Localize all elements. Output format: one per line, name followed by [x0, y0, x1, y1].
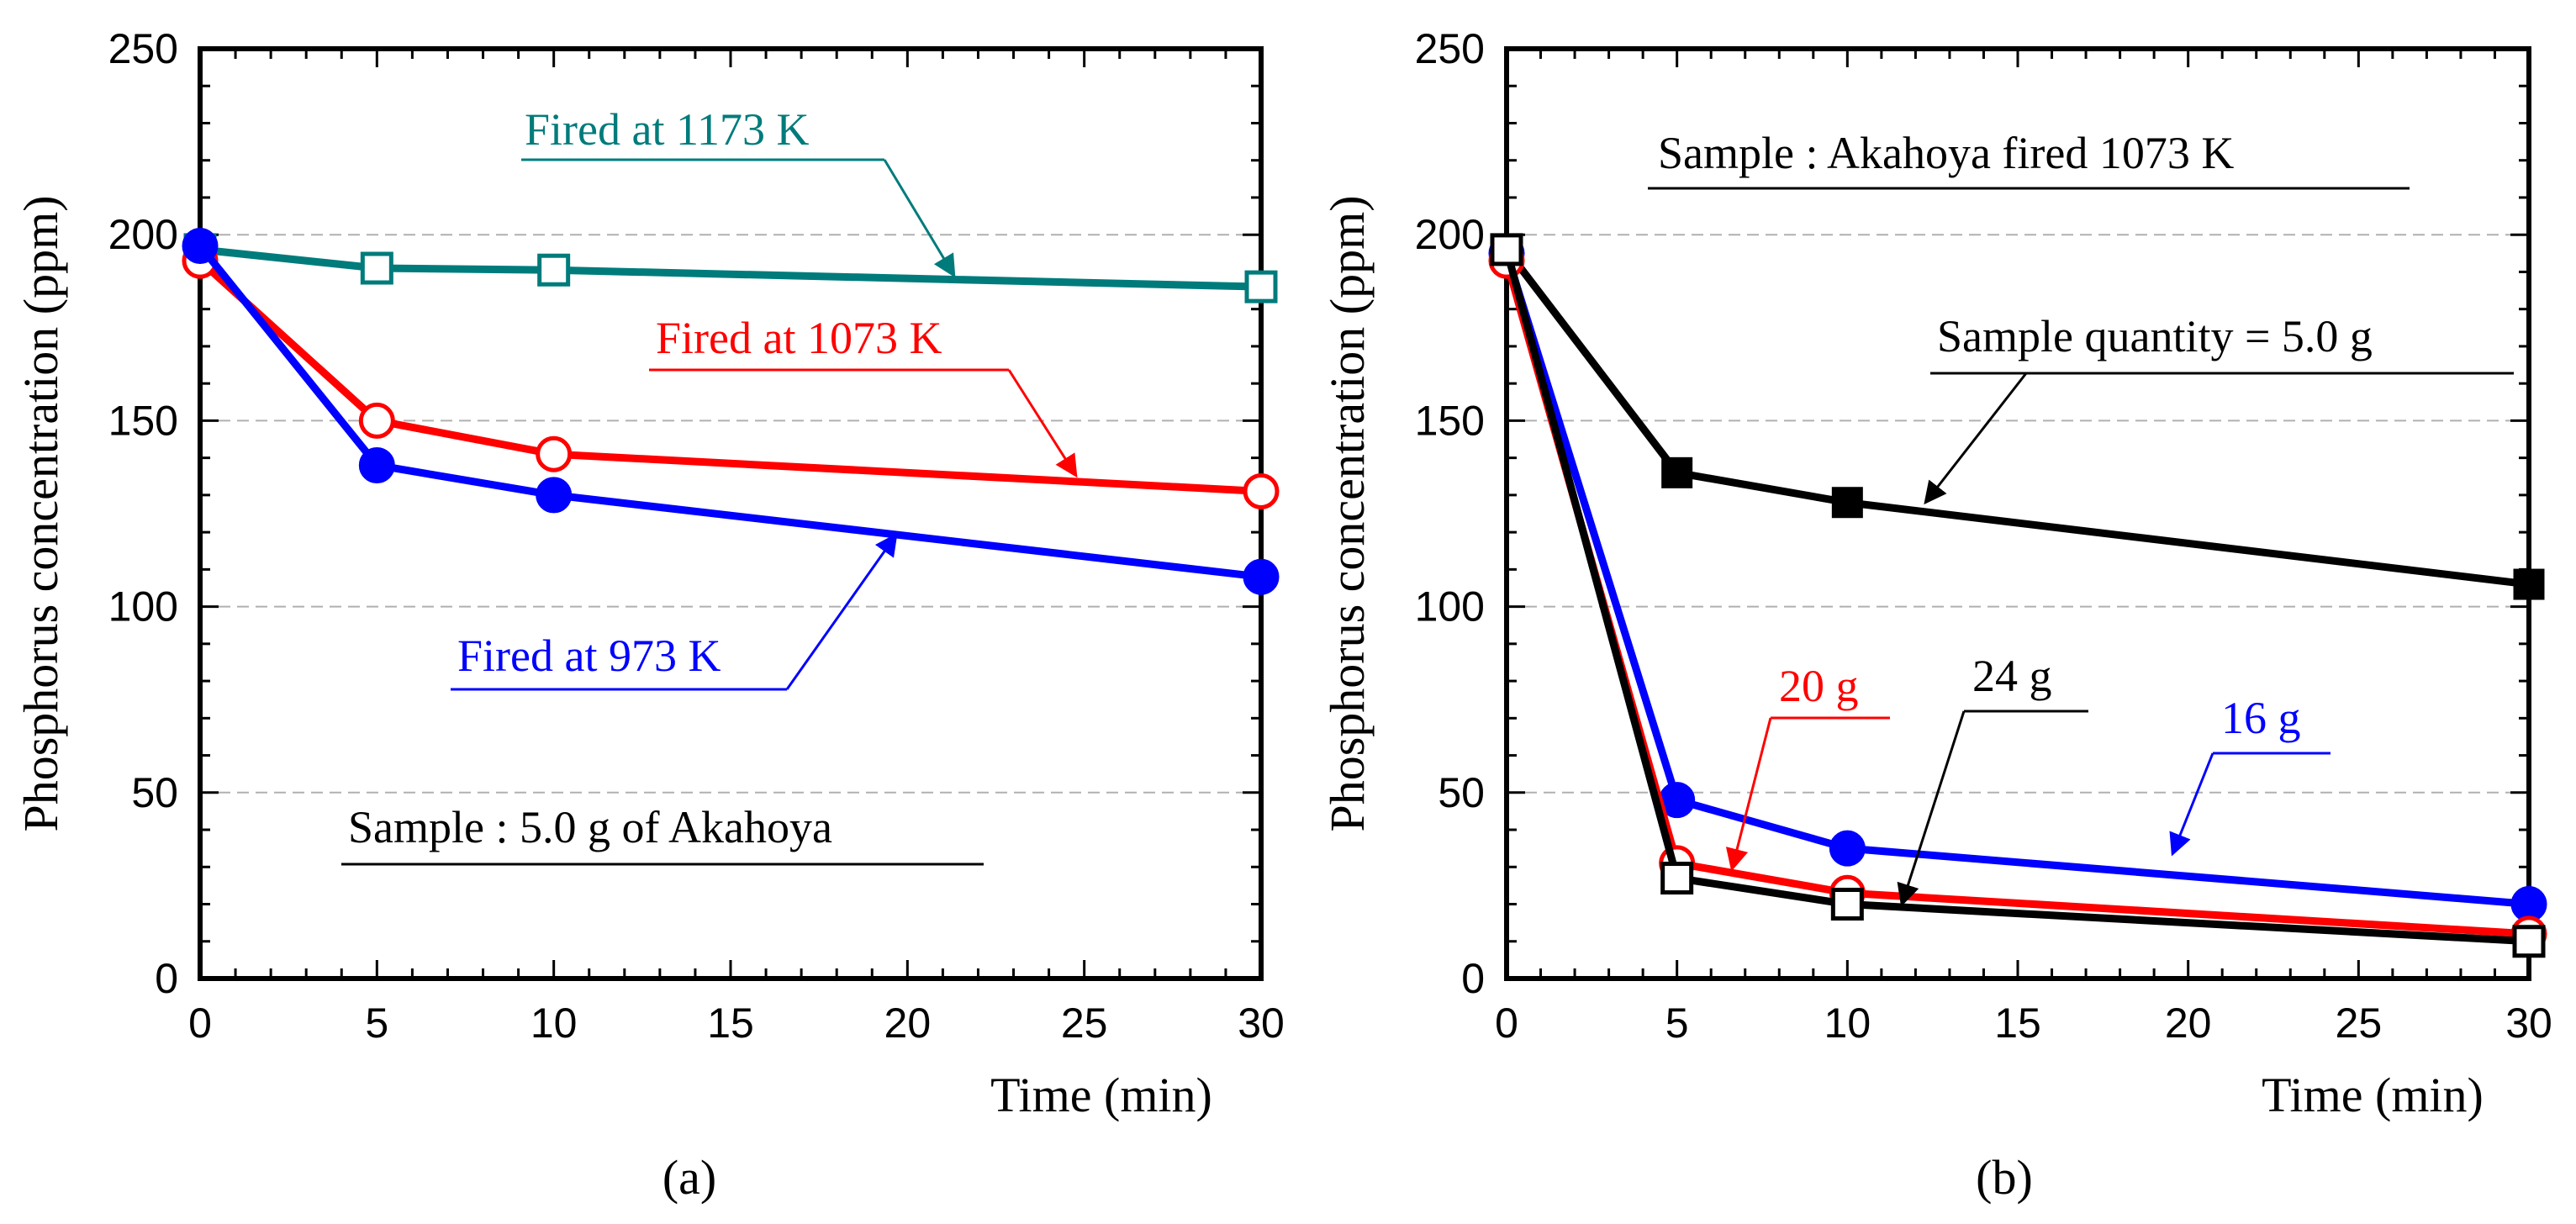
- annotation-1173k: Fired at 1173 K: [521, 104, 956, 278]
- panel-a-tick-labels: 0 50 100 150 200 250 0 5 10 15 20 25 30: [108, 25, 1285, 1047]
- panel-a-point-fired-at-973-k: [182, 227, 219, 264]
- annotation-5g-text: Sample quantity = 5.0 g: [1937, 311, 2373, 361]
- annotation-sample-a-text: Sample : 5.0 g of Akahoya: [348, 802, 832, 852]
- panel-a-y-tick-label: 100: [108, 583, 178, 630]
- panel-b-tick-labels: 0 50 100 150 200 250 0 5 10 15 20 25 30: [1415, 25, 2552, 1047]
- panel-a-point-fired-at-973-k: [536, 477, 573, 514]
- panel-a-y-tick-label: 200: [108, 211, 178, 258]
- annotation-1173k-arrow: [883, 159, 956, 278]
- panel-a-y-tick-label: 250: [108, 25, 178, 72]
- panel-b-point-24-g: [1490, 233, 1523, 266]
- panel-b-series-line-16-g: [1502, 251, 2530, 909]
- panel-a-series-line-fired-at-973-k: [197, 243, 1262, 581]
- panel-a-point-fired-at-1173-k: [537, 253, 571, 287]
- panel-b-x-tick-label: 20: [2165, 1000, 2212, 1047]
- panel-a-point-fired-at-1073-k: [1243, 472, 1280, 509]
- annotation-16g: 16 g: [2169, 693, 2331, 857]
- panel-b-x-tick-label: 15: [1994, 1000, 2041, 1047]
- panel-b-series-line-24-g: [1502, 248, 2530, 946]
- panel-b-y-axis-title: Phosphorus concentration (ppm): [1320, 195, 1375, 831]
- annotation-24g: 24 g: [1897, 651, 2088, 907]
- annotation-20g-text: 20 g: [1779, 661, 1859, 711]
- annotation-5g: Sample quantity = 5.0 g: [1924, 311, 2514, 505]
- panel-b: 0 50 100 150 200 250 0 5 10 15 20 25 30 Time (min) P…: [1320, 25, 2552, 1205]
- panel-a-series-line-fired-at-1073-k: [197, 257, 1262, 495]
- panel-b-x-tick-label: 30: [2505, 1000, 2552, 1047]
- panel-b-point-24-g: [1830, 888, 1864, 921]
- panel-b-point-sample-quantity-5-0-g: [2513, 568, 2545, 600]
- annotation-sample-b: Sample : Akahoya fired 1073 K: [1648, 128, 2410, 190]
- panel-b-plot-frame: [1504, 46, 2531, 981]
- panel-a-x-tick-label: 30: [1238, 1000, 1285, 1047]
- annotation-24g-arrow: [1897, 710, 1966, 907]
- panel-b-x-tick-label: 25: [2336, 1000, 2383, 1047]
- panel-b-x-tick-label: 0: [1495, 1000, 1518, 1047]
- annotation-1173k-text: Fired at 1173 K: [525, 104, 809, 155]
- panel-a-point-fired-at-1073-k: [358, 402, 395, 439]
- panel-a-plot-frame: [198, 46, 1264, 981]
- panel-b-y-tick-label: 250: [1415, 25, 1485, 72]
- panel-a-label: (a): [662, 1150, 716, 1205]
- panel-a: 0 50 100 150 200 250 0 5 10 15 20 25 30 Time (min) P…: [13, 25, 1285, 1205]
- panel-a-x-axis-title: Time (min): [990, 1068, 1212, 1122]
- panel-a-point-fired-at-1073-k: [536, 435, 573, 472]
- annotation-973k-text: Fired at 973 K: [457, 630, 721, 681]
- panel-b-y-tick-label: 150: [1415, 397, 1485, 444]
- panel-a-point-fired-at-973-k: [1243, 558, 1280, 595]
- annotation-1073k-arrow: [1007, 369, 1078, 478]
- panel-a-series: [182, 227, 1280, 595]
- panel-a-x-tick-label: 10: [531, 1000, 578, 1047]
- panel-b-x-tick-label: 5: [1665, 1000, 1689, 1047]
- annotation-sample-a: Sample : 5.0 g of Akahoya: [341, 802, 984, 866]
- annotation-sample-b-text: Sample : Akahoya fired 1073 K: [1658, 128, 2234, 178]
- panel-b-point-16-g: [1829, 830, 1866, 867]
- annotation-20g-arrow: [1725, 717, 1772, 872]
- annotation-16g-text: 16 g: [2221, 693, 2301, 743]
- panel-b-series-line-20-g: [1502, 259, 2530, 938]
- annotation-16g-arrow: [2169, 752, 2214, 857]
- panel-a-point-fired-at-1173-k: [360, 251, 393, 285]
- panel-a-point-fired-at-973-k: [358, 446, 395, 483]
- panel-b-x-tick-label: 10: [1824, 1000, 1871, 1047]
- panel-b-y-tick-label: 0: [1461, 955, 1485, 1002]
- panel-a-point-fired-at-1173-k: [1244, 270, 1278, 303]
- panel-b-point-sample-quantity-5-0-g: [1831, 487, 1863, 519]
- panel-b-y-tick-label: 50: [1438, 769, 1485, 816]
- annotation-20g: 20 g: [1725, 661, 1890, 872]
- panel-a-x-tick-label: 25: [1061, 1000, 1108, 1047]
- panel-a-x-tick-label: 5: [365, 1000, 388, 1047]
- panel-a-series-line-fired-at-1173-k: [199, 245, 1262, 291]
- annotation-973k-arrow: [785, 532, 898, 690]
- panel-a-y-tick-label: 0: [155, 955, 178, 1002]
- annotation-1073k-text: Fired at 1073 K: [656, 313, 942, 363]
- panel-b-x-axis-title: Time (min): [2262, 1068, 2484, 1122]
- panel-b-point-sample-quantity-5-0-g: [1661, 456, 1693, 488]
- panel-a-y-axis-title: Phosphorus concentration (ppm): [13, 195, 68, 831]
- panel-b-y-tick-label: 100: [1415, 583, 1485, 630]
- panel-b-y-tick-label: 200: [1415, 211, 1485, 258]
- panel-b-point-24-g: [1660, 862, 1694, 895]
- annotation-24g-text: 24 g: [1972, 651, 2052, 701]
- annotation-5g-arrow: [1924, 372, 2028, 505]
- panel-a-x-tick-label: 20: [884, 1000, 932, 1047]
- panel-b-label: (b): [1976, 1150, 2033, 1205]
- annotation-973k: Fired at 973 K: [451, 532, 898, 691]
- panel-a-y-tick-label: 50: [131, 769, 178, 816]
- panel-b-series-line-sample-quantity-5-0-g: [1503, 247, 2530, 588]
- panel-a-y-tick-label: 150: [108, 397, 178, 444]
- annotation-1073k: Fired at 1073 K: [649, 313, 1078, 478]
- panel-a-ticks: [198, 47, 1263, 980]
- panel-a-x-tick-label: 0: [188, 1000, 212, 1047]
- panel-a-x-tick-label: 15: [707, 1000, 754, 1047]
- panel-b-point-24-g: [2512, 925, 2546, 958]
- panel-b-series: [1488, 233, 2547, 958]
